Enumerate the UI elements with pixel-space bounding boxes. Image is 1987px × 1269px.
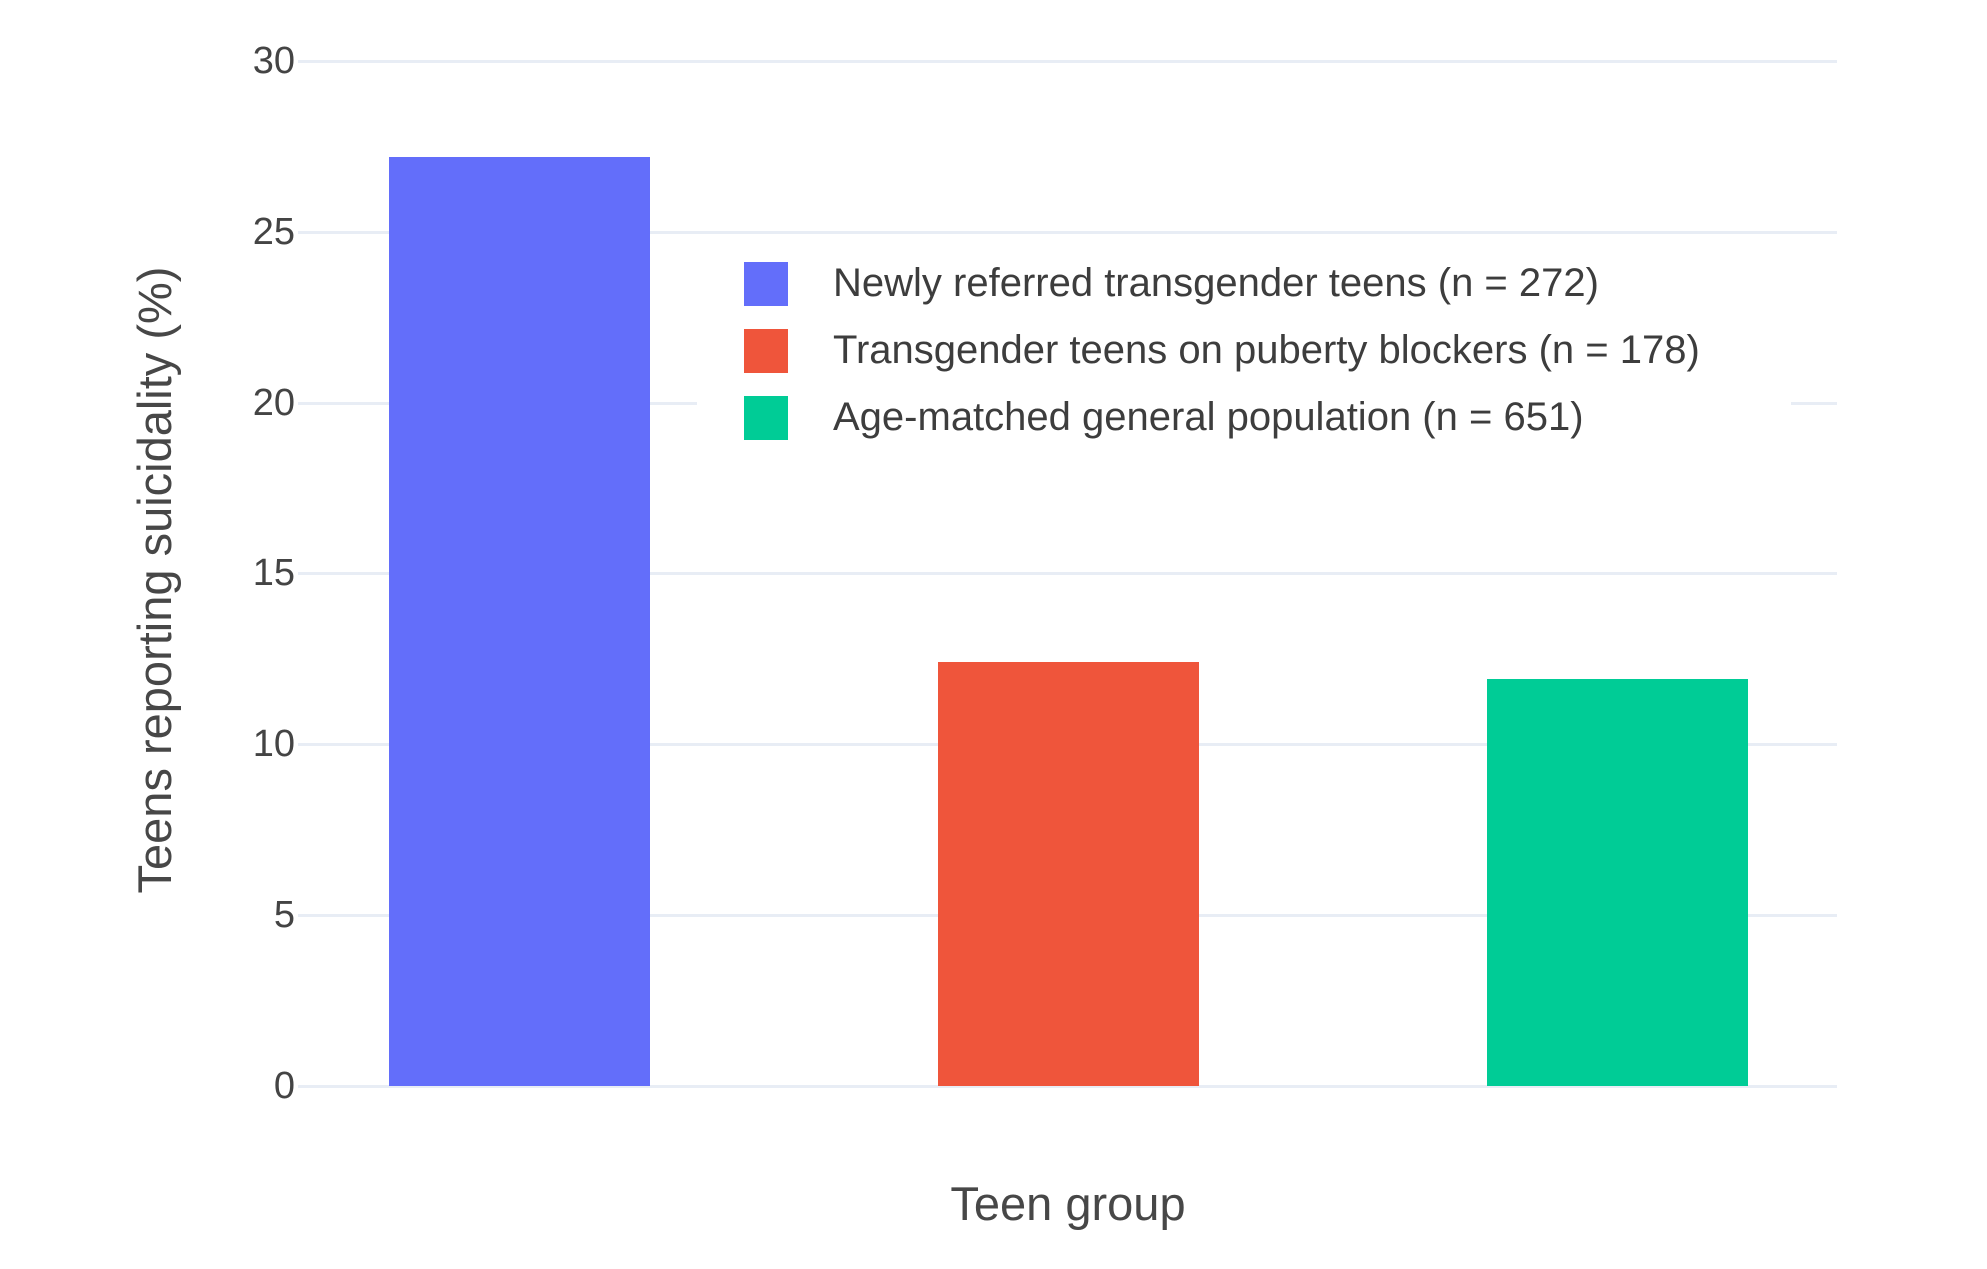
gridline-y-15 <box>298 572 1837 576</box>
legend-item-2[interactable]: Age-matched general population (n = 651) <box>697 384 1791 451</box>
y-tick-label-30: 30 <box>252 39 295 82</box>
legend-label: Transgender teens on puberty blockers (n… <box>833 328 1700 372</box>
y-tick-label-20: 20 <box>252 381 295 424</box>
bar-newly-referred-transgender-teens[interactable] <box>389 156 650 1086</box>
y-tick-label-25: 25 <box>252 210 295 253</box>
gridline-y-0 <box>298 1085 1837 1088</box>
bar-age-matched-general-population[interactable] <box>1487 679 1748 1086</box>
gridline-y-25 <box>298 230 1837 234</box>
legend-item-1[interactable]: Transgender teens on puberty blockers (n… <box>697 317 1791 384</box>
legend-label: Age-matched general population (n = 651) <box>833 395 1584 439</box>
legend-swatch-icon <box>744 328 788 373</box>
legend-swatch-icon <box>744 261 788 306</box>
y-tick-label-5: 5 <box>273 894 295 937</box>
legend-label: Newly referred transgender teens (n = 27… <box>833 261 1599 305</box>
gridline-y-30 <box>298 59 1837 63</box>
legend: Newly referred transgender teens (n = 27… <box>697 238 1791 462</box>
legend-item-0[interactable]: Newly referred transgender teens (n = 27… <box>697 250 1791 317</box>
y-tick-label-0: 0 <box>273 1065 295 1107</box>
y-tick-label-15: 15 <box>252 552 295 595</box>
y-tick-label-10: 10 <box>252 723 295 766</box>
bar-transgender-teens-on-puberty-blockers[interactable] <box>938 662 1199 1086</box>
legend-swatch-icon <box>744 395 788 440</box>
x-axis-title: Teen group <box>950 1177 1186 1230</box>
